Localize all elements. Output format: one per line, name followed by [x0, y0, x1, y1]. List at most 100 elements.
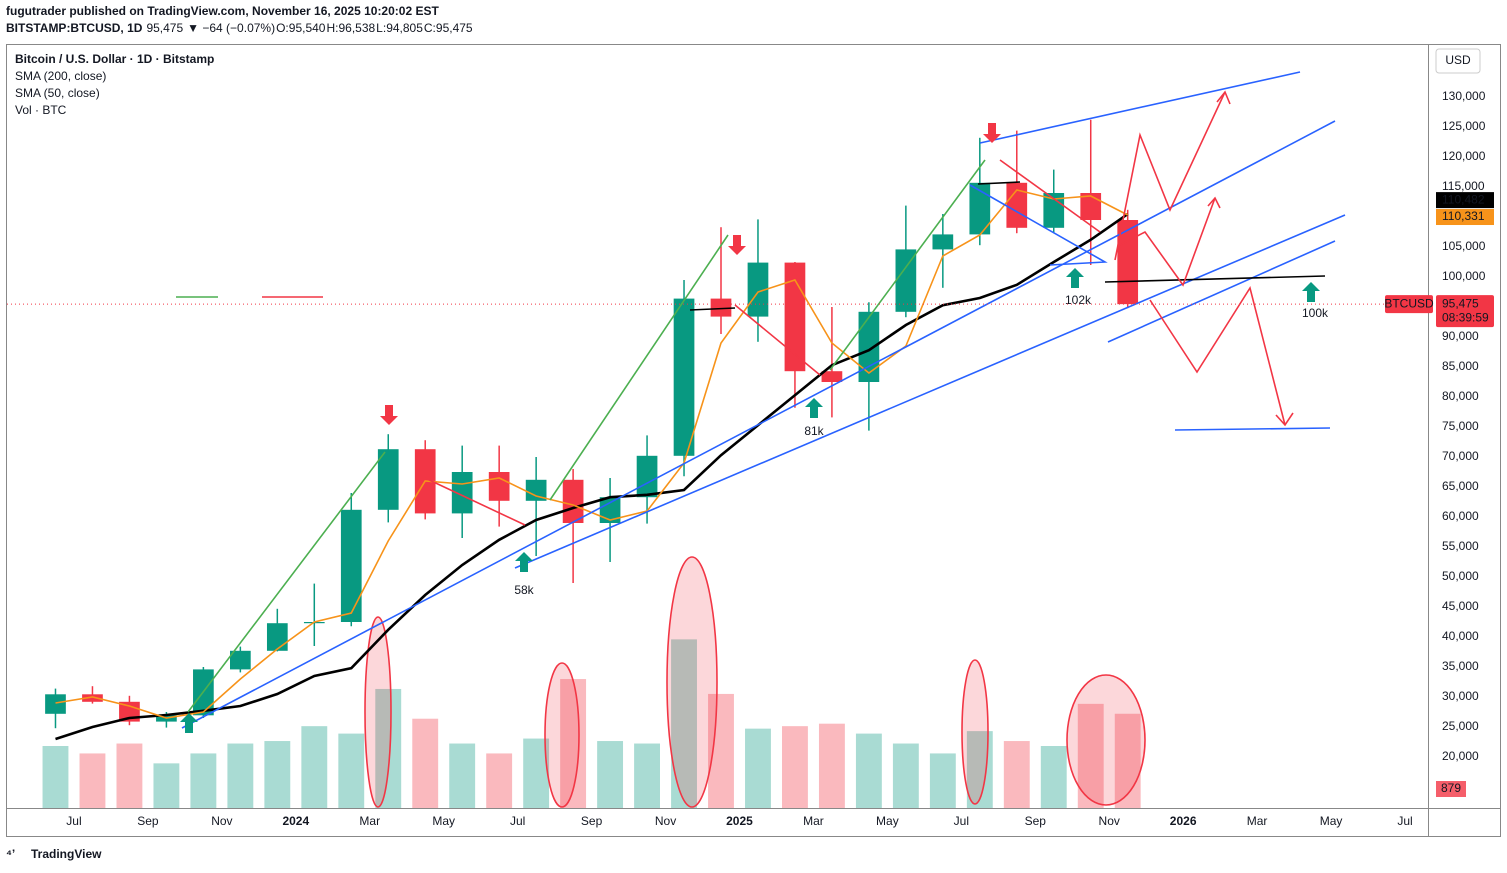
buy-arrow — [1302, 282, 1320, 302]
annotation: 102k — [1065, 293, 1092, 307]
sma-tag: 110,482 — [1442, 192, 1485, 206]
pullback-line — [424, 477, 526, 526]
candle-body — [377, 449, 399, 510]
volume-bar — [892, 743, 919, 808]
brand-logo: ⁴ʼ — [6, 847, 15, 861]
trendline — [181, 120, 1336, 729]
x-tick-label: May — [1320, 814, 1343, 828]
sell-arrow — [983, 123, 1001, 143]
y-tick-label: 115,000 — [1442, 179, 1485, 193]
header-field: 95,540 — [289, 21, 326, 35]
volume-bar — [264, 741, 291, 808]
drawings — [176, 71, 1346, 733]
currency-button[interactable] — [1435, 48, 1481, 74]
currency[interactable]: USD — [1445, 53, 1471, 67]
y-tick-label: 70,000 — [1442, 449, 1479, 463]
y-tick-label: 25,000 — [1442, 719, 1479, 733]
volume-highlight — [961, 659, 989, 805]
header-field: 95,475 — [436, 21, 473, 35]
buy-arrow — [805, 398, 823, 418]
y-tick-label: 100,000 — [1442, 269, 1486, 283]
x-tick-label: Sep — [581, 814, 603, 828]
x-tick-label: 2026 — [1170, 814, 1197, 828]
volume-bar — [412, 718, 439, 808]
x-tick-label: Jul — [954, 814, 969, 828]
candle-body — [932, 234, 954, 250]
x-tick-label: May — [432, 814, 455, 828]
annotation: 81k — [804, 424, 824, 438]
candle-body — [45, 694, 66, 714]
header-field: ▼ −64 (−0.07%) — [187, 21, 275, 35]
y-tick-label: 105,000 — [1442, 239, 1486, 253]
candle-body — [82, 694, 103, 702]
pullback-line — [734, 304, 821, 376]
volume-bar — [79, 753, 106, 808]
annotation: 100k — [1302, 306, 1329, 320]
candle-body — [229, 650, 251, 670]
x-tick-label: 2024 — [282, 814, 309, 828]
volume-bar — [338, 733, 365, 808]
rally-line — [829, 159, 986, 371]
buy-arrow — [1066, 268, 1084, 288]
legend-entry: SMA (200, close) — [15, 69, 106, 83]
volume-bar — [153, 763, 180, 808]
volume-tag-bg — [1436, 781, 1466, 797]
volume-bar — [227, 743, 254, 808]
y-tick-label: 60,000 — [1442, 509, 1479, 523]
y-tick-label: 90,000 — [1442, 329, 1479, 343]
chart-frame — [6, 44, 1501, 837]
x-tick-label: May — [876, 814, 899, 828]
y-tick-label: 80,000 — [1442, 389, 1479, 403]
candle-body — [562, 479, 584, 524]
brand: TradingView — [31, 847, 102, 861]
projection — [1114, 91, 1226, 261]
candle-body — [488, 472, 510, 501]
level-line — [977, 181, 1021, 185]
volume-bar — [1040, 746, 1067, 808]
x-tick-label: Jul — [1397, 814, 1412, 828]
y-tick-label: 50,000 — [1442, 569, 1479, 583]
x-tick-label: Mar — [803, 814, 824, 828]
y-tick-label: 75,000 — [1442, 419, 1479, 433]
candle-body — [525, 479, 547, 501]
sma-tag-bg — [1436, 192, 1494, 209]
sell-arrow — [380, 405, 398, 425]
volume-bar — [818, 723, 845, 808]
candle-body — [673, 298, 695, 456]
symbol-tag-bg — [1385, 295, 1433, 314]
x-tick-label: Nov — [655, 814, 676, 828]
volume-bar — [449, 743, 476, 808]
volume-bar — [597, 741, 624, 808]
volume-bar — [782, 726, 808, 808]
candle-body — [266, 623, 288, 651]
volume-bar — [486, 753, 513, 808]
countdown: 08:39:59 — [1442, 310, 1489, 324]
target-line — [1174, 427, 1331, 431]
price-tag: 95,475 — [1442, 296, 1479, 310]
candle-body — [969, 182, 991, 235]
volume-bar — [42, 746, 69, 808]
legend: Bitcoin / U.S. Dollar · 1D · Bitstamp SMA… — [15, 52, 214, 117]
trendline — [1107, 240, 1336, 343]
volume-bar — [1003, 741, 1030, 808]
y-tick-label: 20,000 — [1442, 749, 1479, 763]
candle-body — [821, 371, 843, 383]
candle-body — [858, 311, 880, 383]
volume-bar — [301, 726, 328, 808]
header-field: L: — [376, 21, 386, 35]
candle-body — [636, 455, 658, 498]
x-tick-label: Sep — [1025, 814, 1047, 828]
candle-body — [1117, 220, 1139, 305]
candle-body — [747, 262, 769, 317]
x-tick-label: Sep — [137, 814, 159, 828]
candle-body — [1080, 193, 1102, 221]
volume-highlight — [1066, 674, 1146, 806]
volume-bar — [671, 639, 697, 808]
volume-bar — [929, 753, 956, 808]
legend-entry: Vol · BTC — [15, 103, 67, 117]
x-tick-label: Nov — [211, 814, 232, 828]
projection-head — [1275, 412, 1294, 427]
volume-bar — [745, 728, 771, 808]
y-tick-label: 30,000 — [1442, 689, 1479, 703]
volume-highlight — [364, 616, 392, 808]
